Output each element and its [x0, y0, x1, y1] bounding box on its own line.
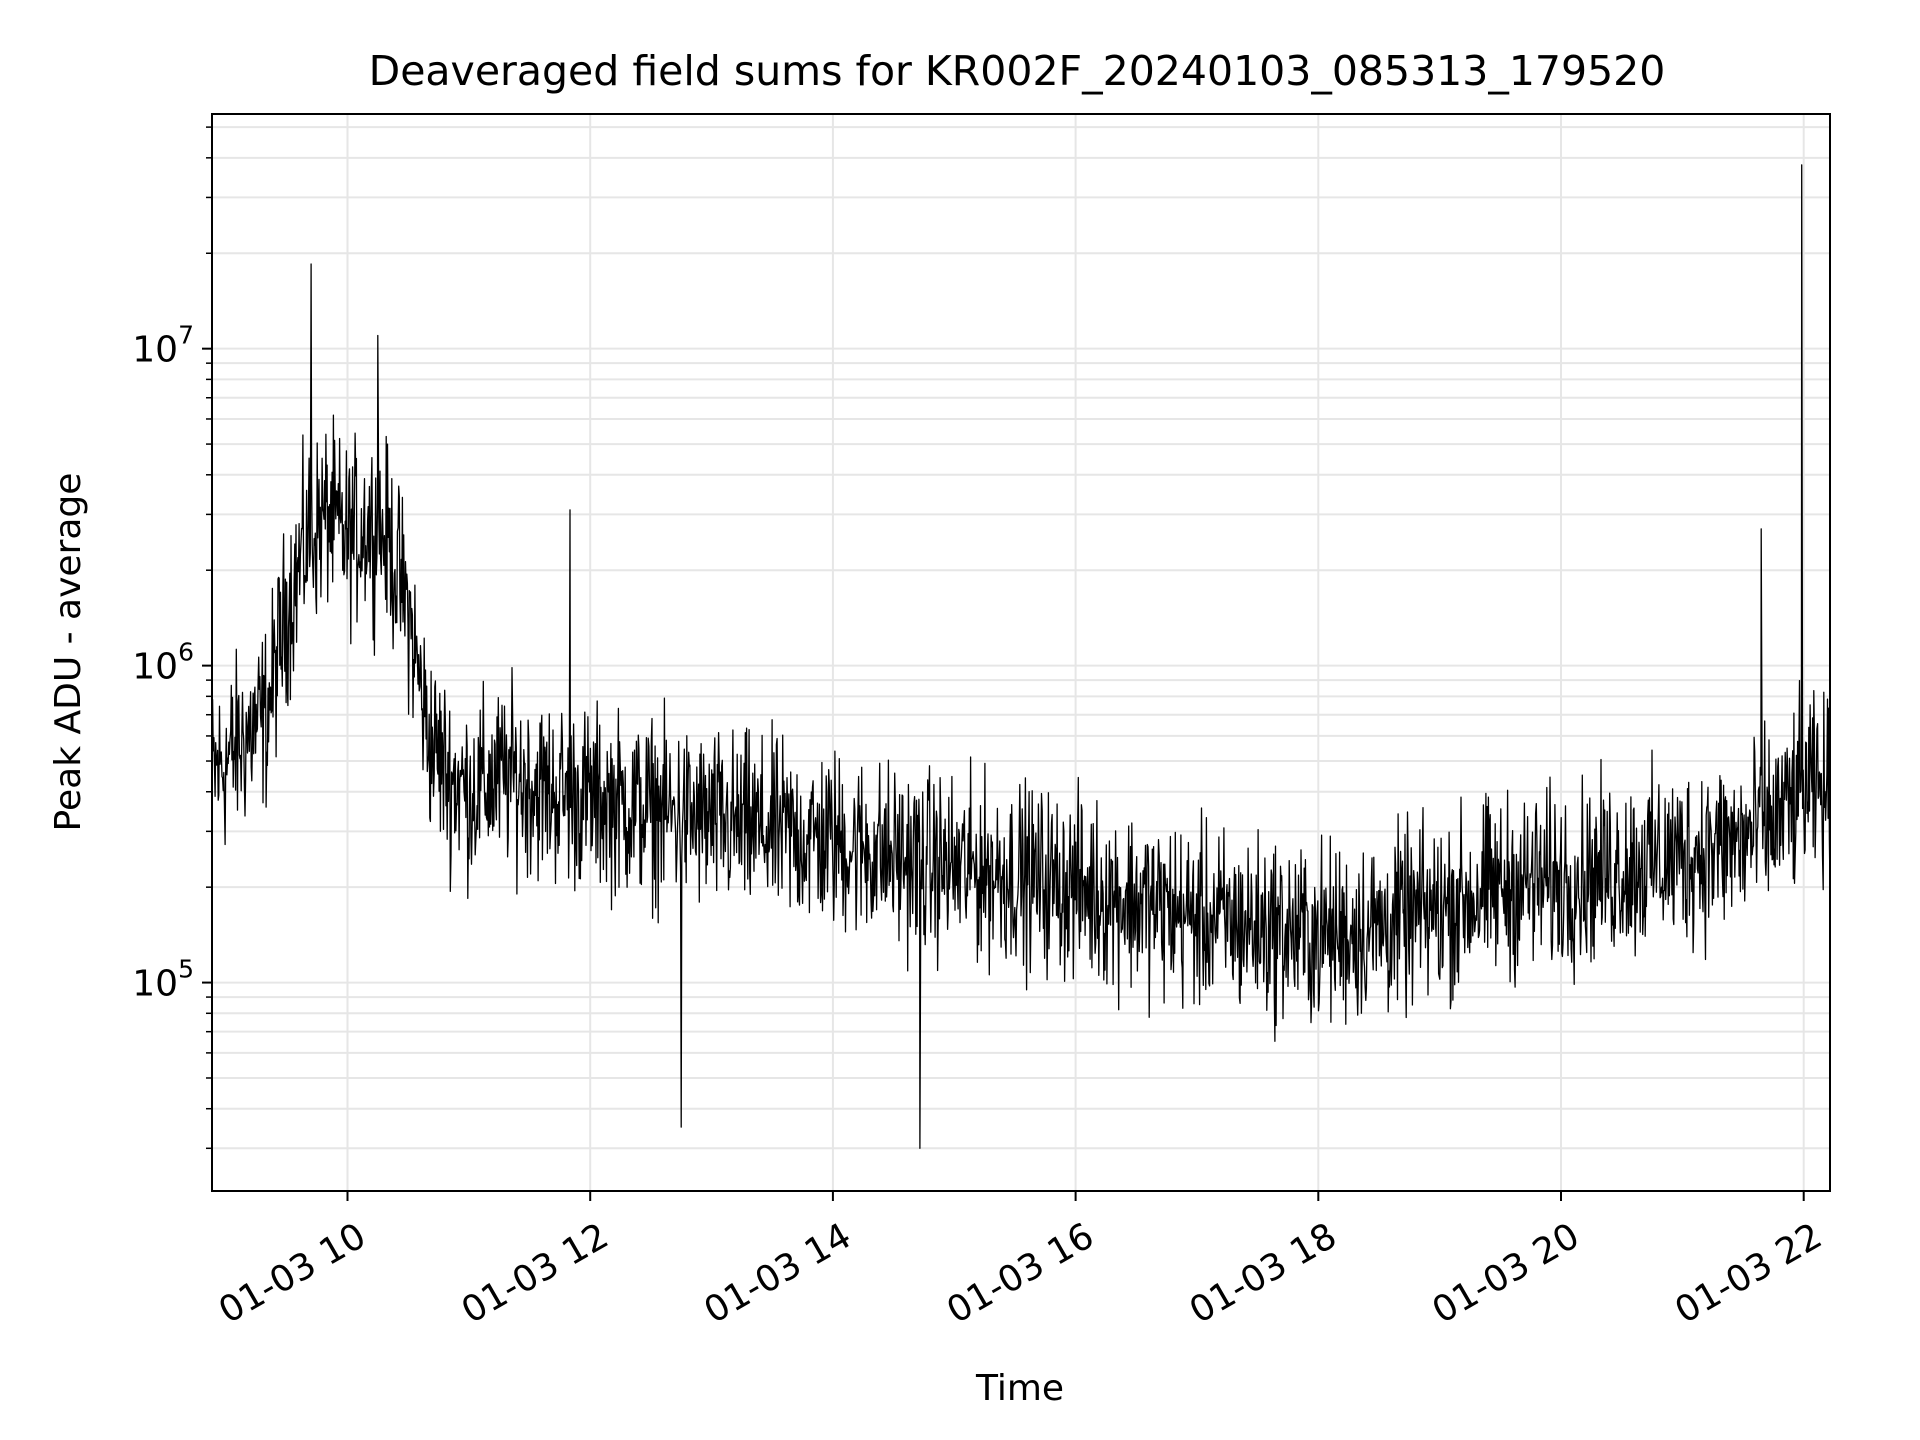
y-axis-label: Peak ADU - average	[48, 473, 89, 832]
x-axis-label: Time	[975, 1368, 1064, 1409]
y-tick-base: 10	[132, 964, 178, 1005]
y-tick-base: 10	[132, 647, 178, 688]
chart-title: Deaveraged field sums for KR002F_2024010…	[369, 47, 1666, 95]
y-tick-exponent: 6	[178, 638, 194, 667]
series-line	[211, 164, 1831, 1149]
y-tick-exponent: 5	[178, 955, 194, 984]
data-series	[211, 164, 1831, 1149]
y-tick-label: 107	[132, 321, 194, 371]
y-tick-base: 10	[132, 330, 178, 371]
y-tick-exponent: 7	[178, 321, 194, 350]
y-tick-label: 106	[132, 638, 194, 688]
y-tick-label: 105	[132, 955, 194, 1005]
plot-frame	[211, 113, 1831, 1192]
